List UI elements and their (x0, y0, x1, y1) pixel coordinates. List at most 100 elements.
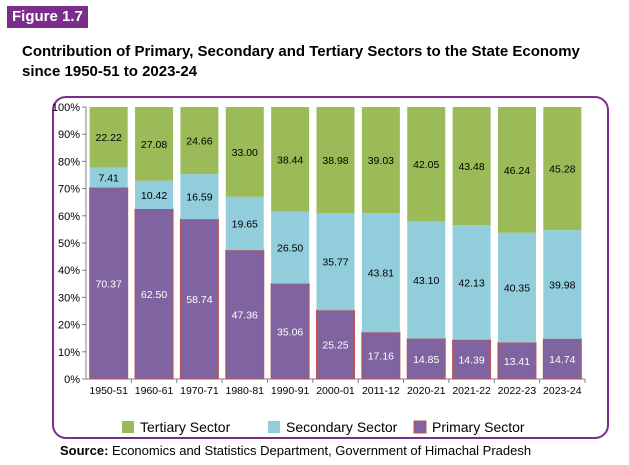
tertiary-sector-value-label: 27.08 (141, 139, 167, 151)
secondary-sector-value-label: 19.65 (232, 218, 258, 230)
tertiary-sector-value-label: 46.24 (504, 165, 530, 177)
y-tick-label: 70% (58, 184, 80, 196)
y-tick-label: 40% (58, 265, 80, 277)
primary-sector-value-label: 62.50 (141, 289, 167, 301)
y-tick-label: 50% (58, 238, 80, 250)
y-tick-label: 90% (58, 129, 80, 141)
secondary-sector-bar (271, 211, 310, 284)
secondary-sector-bar (452, 225, 491, 340)
primary-sector-bar (361, 331, 401, 380)
secondary-sector-bar (135, 180, 174, 209)
tertiary-sector-value-label: 43.48 (458, 161, 484, 173)
secondary-sector-value-label: 43.10 (413, 275, 439, 287)
tertiary-sector-value-label: 38.98 (322, 155, 348, 167)
source-note: Source: Economics and Statistics Departm… (60, 443, 531, 458)
secondary-sector-value-label: 42.13 (458, 278, 484, 290)
tertiary-sector-value-label: 22.22 (96, 132, 122, 144)
legend-swatch-tertiary-sector (122, 421, 134, 433)
tertiary-sector-bar (180, 107, 219, 175)
primary-sector-bar (270, 283, 310, 380)
secondary-sector-bar (361, 213, 400, 333)
secondary-sector-bar (316, 213, 355, 311)
primary-sector-bar (497, 342, 537, 380)
y-tick-label: 0% (64, 374, 80, 386)
tertiary-sector-value-label: 42.05 (413, 159, 439, 171)
primary-sector-value-label: 14.74 (549, 354, 575, 366)
primary-sector-value-label: 14.39 (458, 354, 484, 366)
tertiary-sector-value-label: 33.00 (232, 147, 258, 159)
primary-sector-bar (225, 249, 265, 380)
tertiary-sector-value-label: 45.28 (549, 164, 575, 176)
primary-sector-bar (406, 338, 446, 380)
secondary-sector-value-label: 10.42 (141, 190, 167, 202)
secondary-sector-value-label: 26.50 (277, 243, 303, 255)
tertiary-sector-bar (89, 107, 128, 168)
chart-title-line-2: since 1950-51 to 2023-24 (22, 63, 198, 80)
secondary-sector-bar (89, 167, 128, 188)
primary-sector-value-label: 14.85 (413, 354, 439, 366)
secondary-sector-bar (497, 232, 536, 343)
x-tick-label: 1970-71 (180, 385, 219, 397)
legend-swatch-primary-sector (413, 420, 427, 434)
primary-sector-value-label: 58.74 (186, 294, 212, 306)
x-tick-label: 2021-22 (452, 385, 491, 397)
primary-sector-bar (134, 208, 174, 380)
x-tick-label: 1980-81 (225, 385, 264, 397)
x-tick-label: 1950-51 (89, 385, 128, 397)
legend-label-primary-sector: Primary Sector (432, 419, 525, 435)
y-tick-label: 100% (52, 102, 80, 114)
primary-sector-value-label: 25.25 (322, 340, 348, 352)
secondary-sector-bar (407, 221, 446, 339)
x-tick-label: 2011-12 (362, 385, 400, 397)
tertiary-sector-bar (316, 107, 355, 214)
secondary-sector-bar (180, 174, 219, 220)
tertiary-sector-value-label: 39.03 (368, 155, 394, 167)
x-tick-label: 1960-61 (135, 385, 174, 397)
primary-sector-value-label: 47.36 (232, 310, 258, 322)
secondary-sector-value-label: 39.98 (549, 280, 575, 292)
primary-sector-bar (452, 339, 492, 380)
y-tick-label: 80% (58, 156, 80, 168)
secondary-sector-value-label: 35.77 (322, 257, 348, 269)
x-tick-label: 2020-21 (407, 385, 446, 397)
secondary-sector-value-label: 16.59 (186, 192, 212, 204)
secondary-sector-value-label: 43.81 (368, 268, 394, 280)
tertiary-sector-bar (135, 107, 174, 181)
secondary-sector-value-label: 40.35 (504, 283, 530, 295)
primary-sector-bar (89, 187, 129, 380)
chart-title: Contribution of Primary, Secondary and T… (22, 42, 622, 82)
secondary-sector-value-label: 7.41 (98, 173, 119, 185)
tertiary-sector-bar (361, 107, 400, 214)
primary-sector-value-label: 70.37 (96, 278, 122, 290)
chart-frame (52, 96, 609, 439)
legend-swatch-secondary-sector (268, 421, 280, 433)
y-tick-label: 60% (58, 211, 80, 223)
tertiary-sector-bar (407, 107, 446, 222)
x-tick-label: 1990-91 (271, 385, 310, 397)
x-tick-label: 2023-24 (543, 385, 582, 397)
x-tick-label: 2000-01 (316, 385, 355, 397)
figure-label: Figure 1.7 (7, 6, 88, 28)
secondary-sector-bar (543, 230, 582, 339)
source-text: Economics and Statistics Department, Gov… (112, 443, 532, 458)
y-tick-label: 10% (58, 347, 80, 359)
primary-sector-value-label: 13.41 (504, 356, 530, 368)
tertiary-sector-value-label: 24.66 (186, 136, 212, 148)
primary-sector-bar (316, 309, 355, 380)
primary-sector-bar (179, 218, 219, 380)
tertiary-sector-bar (452, 107, 491, 226)
tertiary-sector-bar (497, 107, 536, 233)
primary-sector-value-label: 35.06 (277, 326, 303, 338)
source-label: Source: (60, 443, 109, 458)
y-tick-label: 30% (58, 292, 80, 304)
tertiary-sector-value-label: 38.44 (277, 154, 303, 166)
tertiary-sector-bar (225, 106, 264, 197)
legend-label-secondary-sector: Secondary Sector (286, 419, 398, 435)
tertiary-sector-bar (543, 107, 582, 231)
primary-sector-value-label: 17.16 (368, 351, 394, 363)
y-tick-label: 20% (58, 320, 80, 332)
x-tick-label: 2022-23 (498, 385, 537, 397)
tertiary-sector-bar (271, 107, 310, 212)
secondary-sector-bar (225, 196, 264, 251)
